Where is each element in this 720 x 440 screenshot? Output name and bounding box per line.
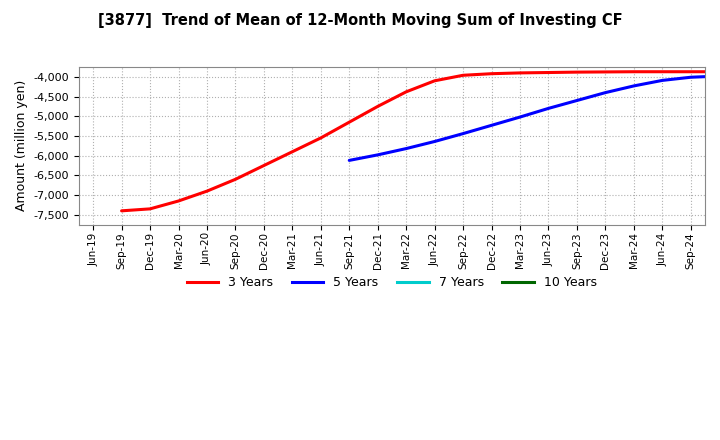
Legend: 3 Years, 5 Years, 7 Years, 10 Years: 3 Years, 5 Years, 7 Years, 10 Years: [182, 271, 602, 294]
Y-axis label: Amount (million yen): Amount (million yen): [15, 80, 28, 212]
Text: [3877]  Trend of Mean of 12-Month Moving Sum of Investing CF: [3877] Trend of Mean of 12-Month Moving …: [98, 13, 622, 28]
